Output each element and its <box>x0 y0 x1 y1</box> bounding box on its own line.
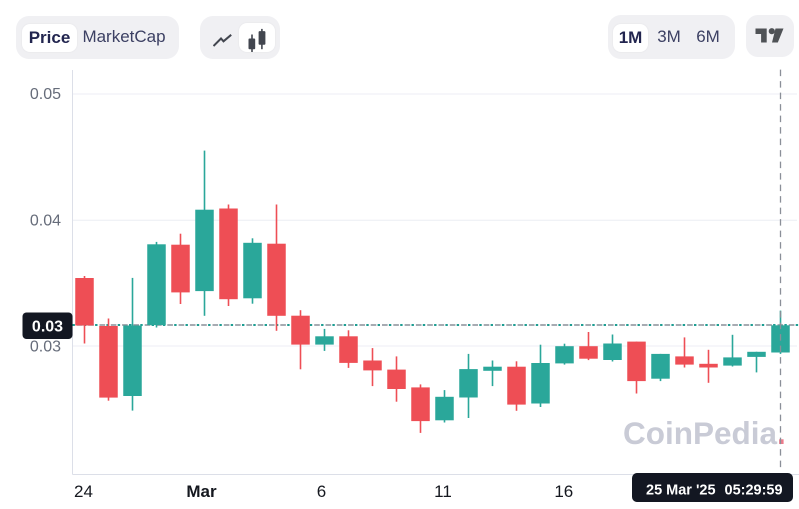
svg-text:25 Mar '25: 25 Mar '25 <box>646 483 716 499</box>
svg-text:6: 6 <box>317 482 326 501</box>
svg-text:05:29:59: 05:29:59 <box>725 483 783 499</box>
svg-text:24: 24 <box>74 482 93 501</box>
svg-text:11: 11 <box>434 482 452 501</box>
svg-text:0.03: 0.03 <box>30 339 61 356</box>
svg-text:0.03: 0.03 <box>32 319 63 336</box>
svg-text:Mar: Mar <box>186 482 217 501</box>
svg-text:0.04: 0.04 <box>30 212 61 229</box>
svg-text:16: 16 <box>554 482 573 501</box>
svg-text:0.05: 0.05 <box>30 86 61 103</box>
svg-text:CoinPedia.: CoinPedia. <box>623 415 786 451</box>
